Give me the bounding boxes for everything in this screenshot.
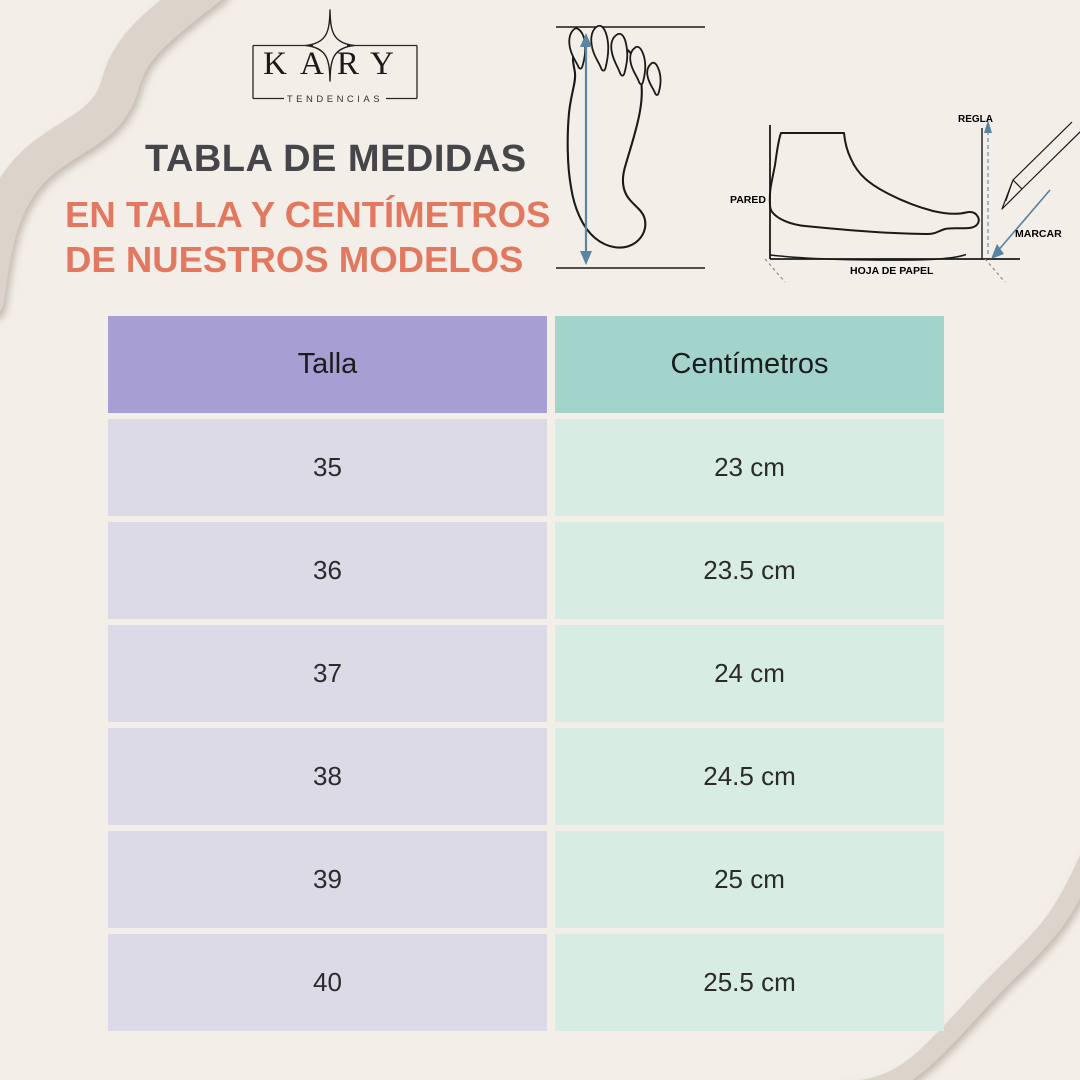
svg-text:HOJA DE PAPEL: HOJA DE PAPEL: [850, 265, 934, 277]
svg-text:PARED: PARED: [730, 194, 766, 206]
svg-text:REGLA: REGLA: [958, 114, 993, 125]
svg-text:MARCAR: MARCAR: [1015, 228, 1062, 240]
